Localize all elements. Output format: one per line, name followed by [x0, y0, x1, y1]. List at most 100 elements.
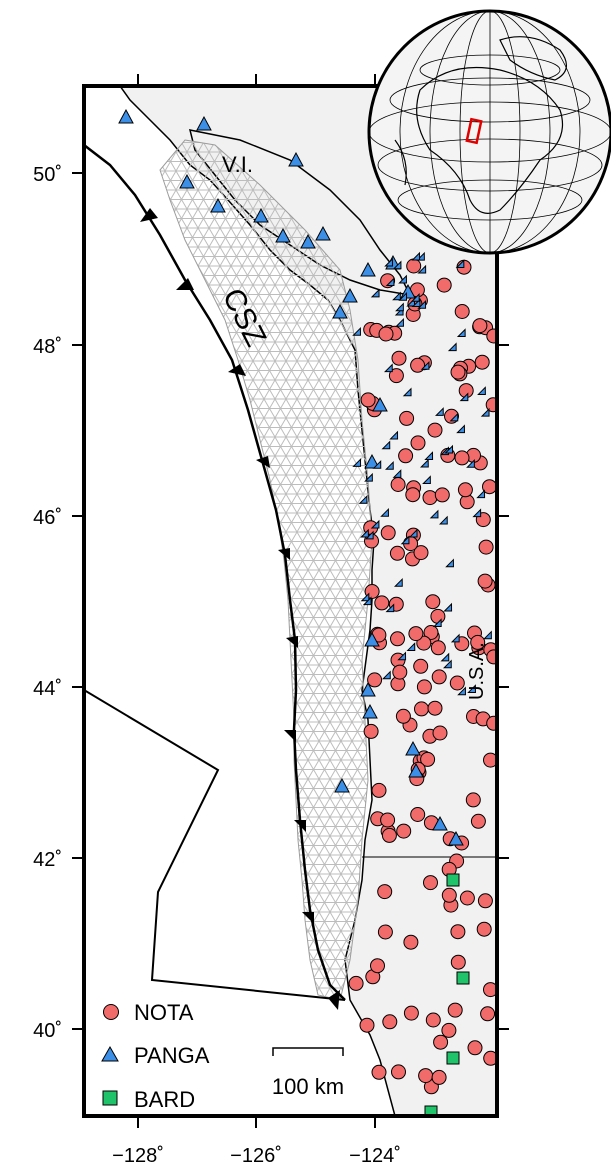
panga-station	[456, 328, 466, 338]
bard-station	[456, 971, 470, 985]
bard-station	[446, 873, 460, 887]
legend-label-panga: PANGA	[134, 1043, 210, 1068]
panga-station	[360, 528, 369, 538]
inset-location-box	[465, 117, 483, 145]
panga-station	[342, 287, 358, 303]
nota-station	[414, 701, 429, 717]
nota-station	[389, 545, 405, 561]
panga-station	[380, 507, 389, 517]
panga-station	[408, 528, 418, 538]
legend-square-icon	[102, 1090, 118, 1106]
panga-station	[352, 458, 362, 467]
nota-station	[371, 782, 387, 798]
nota-station	[360, 392, 376, 408]
nota-station	[478, 539, 494, 555]
trench-teeth	[140, 208, 340, 1010]
panga-station	[382, 670, 391, 680]
panga-station	[445, 558, 454, 568]
nota-station	[381, 827, 397, 843]
nota-station	[403, 934, 419, 950]
nota-station	[472, 318, 488, 334]
nota-station	[390, 477, 406, 492]
nota-station	[427, 700, 443, 716]
nota-station	[363, 723, 379, 739]
lat-tick-50: 50˚	[33, 164, 62, 186]
panga-station	[476, 489, 486, 499]
panga-station	[360, 592, 370, 602]
panga-station	[450, 633, 460, 643]
panga-station	[422, 475, 431, 485]
panga-station	[315, 225, 331, 241]
lat-tick-44: 44˚	[33, 678, 62, 700]
panga-station	[360, 681, 376, 697]
panga-station	[443, 602, 453, 612]
panga-station	[420, 360, 430, 370]
main-map	[84, 86, 497, 1116]
nota-station	[391, 1064, 406, 1080]
nota-station	[450, 924, 466, 940]
panga-station	[352, 326, 361, 336]
nota-station	[370, 958, 385, 974]
inset-globe	[367, 9, 611, 255]
nota-station	[403, 1005, 419, 1021]
plate-boundary-west	[84, 689, 346, 1001]
nota-station	[371, 1064, 387, 1080]
panga-station	[362, 596, 372, 606]
panga-station	[392, 260, 402, 270]
panga-station	[398, 291, 408, 301]
nota-station	[378, 326, 394, 342]
nota-station	[430, 640, 446, 656]
panga-station	[408, 762, 424, 778]
nota-station	[416, 679, 432, 695]
nota-station	[474, 354, 490, 370]
subduction-trench	[84, 144, 346, 1001]
panga-station	[364, 453, 380, 469]
nota-station	[382, 1014, 398, 1030]
nota-station	[450, 364, 466, 380]
panga-station	[370, 519, 380, 529]
bard-station	[446, 1051, 460, 1065]
panga-station	[381, 440, 391, 450]
nota-station	[408, 626, 424, 642]
panga-station	[358, 494, 368, 504]
nota-station	[470, 634, 486, 650]
nota-station	[391, 350, 407, 366]
nota-station	[480, 1006, 496, 1022]
nota-station	[374, 595, 390, 611]
panga-station	[196, 115, 212, 131]
nota-station	[486, 328, 497, 344]
nota-station	[476, 921, 492, 937]
nota-station	[413, 545, 429, 561]
legend: NOTA PANGA BARD	[101, 1000, 210, 1112]
nota-station	[380, 525, 396, 541]
panga-station	[179, 173, 195, 189]
gps-stations	[118, 108, 497, 1116]
panga-station	[477, 386, 486, 395]
panga-station	[440, 652, 450, 662]
panga-station	[406, 642, 416, 651]
panga-station	[455, 259, 465, 269]
panga-station	[364, 631, 380, 647]
nota-station	[405, 487, 421, 503]
panga-station	[210, 197, 226, 213]
nota-station	[441, 1022, 457, 1038]
nota-station	[377, 884, 393, 900]
nota-station	[447, 1002, 463, 1018]
panga-station	[392, 291, 401, 301]
bard-station	[424, 1105, 438, 1116]
nota-station	[486, 649, 497, 665]
panga-station	[370, 288, 380, 298]
nota-station	[436, 277, 452, 293]
nota-station	[454, 304, 470, 319]
nota-station	[359, 1017, 375, 1033]
panga-station	[395, 317, 404, 327]
panga-station	[449, 412, 459, 422]
nota-station	[485, 397, 497, 413]
nota-station	[432, 725, 448, 741]
nota-station	[465, 792, 481, 808]
panga-station	[429, 509, 439, 519]
nota-station	[441, 887, 457, 903]
lon-tick-labels: −128˚ −126˚ −124˚	[112, 1145, 401, 1167]
panga-station	[332, 303, 348, 319]
legend-label-bard: BARD	[134, 1087, 195, 1112]
